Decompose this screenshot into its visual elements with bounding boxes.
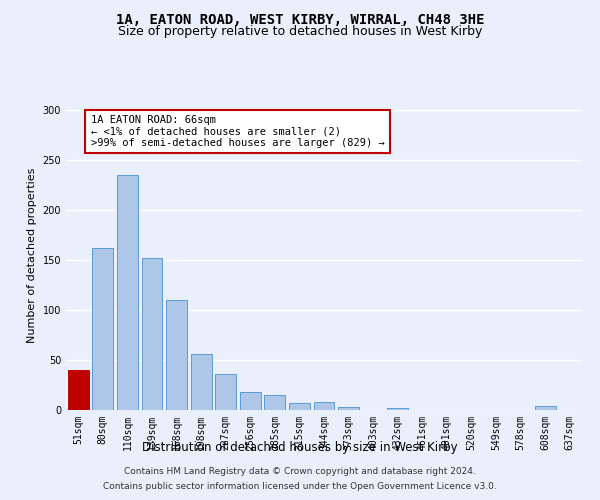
Bar — [68, 370, 89, 410]
Bar — [338, 407, 359, 410]
Bar — [142, 258, 163, 410]
Bar — [289, 403, 310, 410]
Bar — [166, 300, 187, 410]
Text: Distribution of detached houses by size in West Kirby: Distribution of detached houses by size … — [142, 441, 458, 454]
Text: 1A, EATON ROAD, WEST KIRBY, WIRRAL, CH48 3HE: 1A, EATON ROAD, WEST KIRBY, WIRRAL, CH48… — [116, 12, 484, 26]
Bar — [314, 402, 334, 410]
Y-axis label: Number of detached properties: Number of detached properties — [27, 168, 37, 342]
Text: Size of property relative to detached houses in West Kirby: Size of property relative to detached ho… — [118, 25, 482, 38]
Bar — [92, 248, 113, 410]
Text: Contains public sector information licensed under the Open Government Licence v3: Contains public sector information licen… — [103, 482, 497, 491]
Text: Contains HM Land Registry data © Crown copyright and database right 2024.: Contains HM Land Registry data © Crown c… — [124, 467, 476, 476]
Bar — [117, 175, 138, 410]
Bar — [265, 395, 286, 410]
Bar — [191, 354, 212, 410]
Bar — [535, 406, 556, 410]
Bar — [215, 374, 236, 410]
Bar — [240, 392, 261, 410]
Bar — [387, 408, 408, 410]
Text: 1A EATON ROAD: 66sqm
← <1% of detached houses are smaller (2)
>99% of semi-detac: 1A EATON ROAD: 66sqm ← <1% of detached h… — [91, 115, 385, 148]
